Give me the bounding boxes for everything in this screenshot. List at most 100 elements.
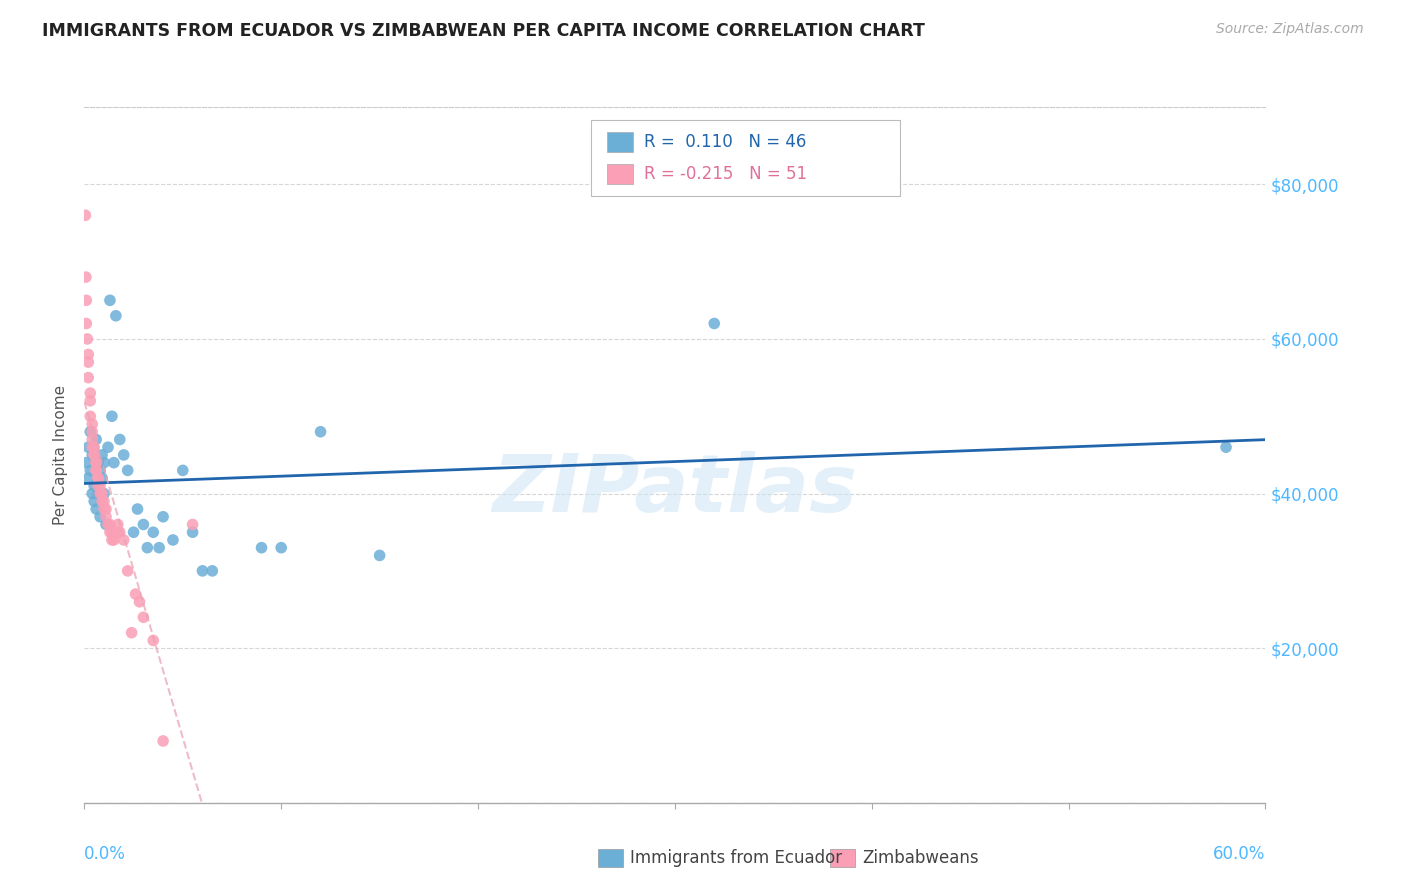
Point bbox=[83, 494, 105, 508]
Point bbox=[87, 456, 110, 470]
Point bbox=[1215, 440, 1237, 454]
Point bbox=[103, 533, 125, 547]
Point bbox=[101, 533, 124, 547]
Point bbox=[98, 525, 121, 540]
Point bbox=[270, 541, 292, 555]
Point bbox=[87, 471, 110, 485]
Point bbox=[201, 564, 224, 578]
Point bbox=[162, 533, 184, 547]
Point bbox=[122, 525, 145, 540]
Point bbox=[83, 479, 105, 493]
Point bbox=[91, 494, 114, 508]
Point bbox=[93, 494, 115, 508]
Point bbox=[181, 517, 204, 532]
Point bbox=[108, 525, 131, 540]
Point bbox=[94, 517, 117, 532]
Point bbox=[368, 549, 391, 563]
Point bbox=[132, 517, 155, 532]
Point bbox=[84, 456, 107, 470]
Point bbox=[127, 502, 149, 516]
Point bbox=[84, 502, 107, 516]
Point bbox=[136, 541, 159, 555]
Point bbox=[124, 587, 146, 601]
Point bbox=[84, 463, 107, 477]
Point bbox=[91, 471, 114, 485]
Point bbox=[89, 463, 111, 477]
Point bbox=[103, 456, 125, 470]
Point bbox=[84, 463, 107, 477]
Point bbox=[104, 309, 127, 323]
Text: Immigrants from Ecuador: Immigrants from Ecuador bbox=[630, 849, 842, 867]
Point bbox=[142, 633, 165, 648]
Point bbox=[75, 317, 97, 331]
Point bbox=[82, 440, 104, 454]
Point bbox=[94, 502, 117, 516]
Text: Source: ZipAtlas.com: Source: ZipAtlas.com bbox=[1216, 22, 1364, 37]
Point bbox=[75, 293, 97, 308]
Point bbox=[98, 293, 121, 308]
Point bbox=[112, 533, 135, 547]
Point bbox=[84, 456, 107, 470]
Point bbox=[83, 448, 105, 462]
Point bbox=[309, 425, 332, 439]
Text: Zimbabweans: Zimbabweans bbox=[862, 849, 979, 867]
Point bbox=[82, 486, 104, 500]
Point bbox=[152, 734, 174, 748]
Point bbox=[107, 517, 129, 532]
Point bbox=[112, 448, 135, 462]
Point bbox=[77, 471, 100, 485]
Point bbox=[128, 595, 150, 609]
Text: 0.0%: 0.0% bbox=[84, 845, 127, 863]
Point bbox=[101, 409, 124, 424]
Point bbox=[82, 417, 104, 431]
Point bbox=[79, 409, 101, 424]
Point bbox=[77, 440, 100, 454]
Text: ZIPatlas: ZIPatlas bbox=[492, 450, 858, 529]
Text: IMMIGRANTS FROM ECUADOR VS ZIMBABWEAN PER CAPITA INCOME CORRELATION CHART: IMMIGRANTS FROM ECUADOR VS ZIMBABWEAN PE… bbox=[42, 22, 925, 40]
Point bbox=[91, 486, 114, 500]
Point bbox=[191, 564, 214, 578]
Point bbox=[79, 463, 101, 477]
Point bbox=[181, 525, 204, 540]
Point bbox=[93, 502, 115, 516]
Point bbox=[89, 486, 111, 500]
Point bbox=[75, 270, 97, 285]
Point bbox=[132, 610, 155, 624]
Point bbox=[84, 433, 107, 447]
Point bbox=[82, 433, 104, 447]
Point bbox=[97, 517, 120, 532]
Point bbox=[94, 509, 117, 524]
Point bbox=[142, 525, 165, 540]
Point bbox=[83, 448, 105, 462]
Point bbox=[83, 440, 105, 454]
Point bbox=[82, 448, 104, 462]
Point bbox=[250, 541, 273, 555]
Point bbox=[77, 355, 100, 369]
Point bbox=[104, 525, 127, 540]
Point bbox=[82, 425, 104, 439]
Point bbox=[148, 541, 170, 555]
Point bbox=[87, 486, 110, 500]
Point bbox=[152, 509, 174, 524]
Point bbox=[79, 393, 101, 408]
Point bbox=[172, 463, 194, 477]
Point bbox=[101, 525, 124, 540]
Point bbox=[89, 479, 111, 493]
Point bbox=[97, 440, 120, 454]
Point bbox=[77, 370, 100, 384]
Point bbox=[79, 386, 101, 401]
Point bbox=[75, 208, 97, 222]
Point bbox=[117, 463, 139, 477]
Point bbox=[121, 625, 143, 640]
Point bbox=[91, 448, 114, 462]
Point bbox=[87, 471, 110, 485]
Point bbox=[93, 486, 115, 500]
Point bbox=[108, 433, 131, 447]
Text: R = -0.215   N = 51: R = -0.215 N = 51 bbox=[644, 165, 807, 183]
Point bbox=[75, 456, 97, 470]
Text: R =  0.110   N = 46: R = 0.110 N = 46 bbox=[644, 133, 806, 151]
Text: 60.0%: 60.0% bbox=[1213, 845, 1265, 863]
Point bbox=[79, 425, 101, 439]
Point bbox=[89, 509, 111, 524]
Point bbox=[87, 479, 110, 493]
